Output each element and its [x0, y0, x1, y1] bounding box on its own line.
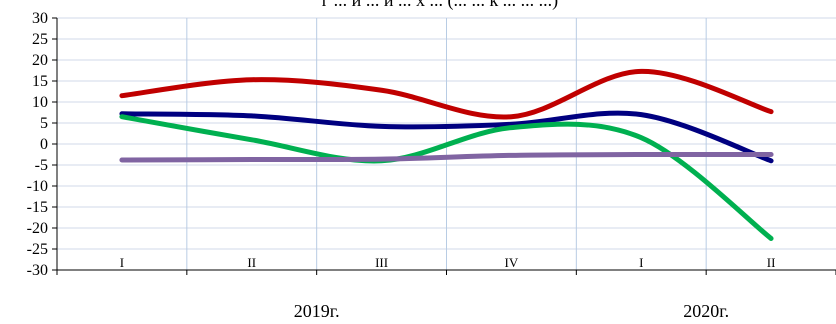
y-tick-label: -10: [27, 178, 48, 195]
y-tick-label: 15: [32, 73, 48, 90]
y-tick-label: -20: [27, 220, 48, 237]
series-line: [119, 151, 774, 163]
year-group-label: 2020г.: [683, 301, 729, 321]
series-line: [119, 110, 774, 164]
group-labels: 2019г. 2020г.: [294, 301, 729, 321]
y-tick-label: -15: [27, 199, 48, 216]
category-label: II: [247, 255, 256, 270]
y-tick-labels: 30 25 20 15 10 5 0 -5 -10 -15 -20 -25 -30: [27, 10, 48, 279]
y-tick-label: 30: [32, 10, 48, 27]
series-lines: [119, 68, 774, 241]
axes: [56, 18, 836, 275]
category-label: II: [767, 255, 776, 270]
category-label: III: [375, 255, 388, 270]
category-label: I: [120, 255, 124, 270]
category-label: IV: [505, 255, 519, 270]
chart-title-fragment: г ... и ... и ... х ... (... ... к ... .…: [322, 0, 558, 11]
category-labels: I II III IV I II: [120, 255, 776, 270]
series-line: [119, 68, 774, 120]
y-tick-label: 10: [32, 94, 48, 111]
category-label: I: [639, 255, 643, 270]
y-tick-label: 25: [32, 31, 48, 48]
y-tick-label: 0: [40, 136, 48, 153]
y-tick-label: -5: [35, 157, 48, 174]
y-tick-label: -30: [27, 262, 48, 279]
series-line: [119, 114, 774, 241]
y-tick-label: 20: [32, 52, 48, 69]
y-tick-label: 5: [40, 115, 48, 132]
y-tick-label: -25: [27, 241, 48, 258]
year-group-label: 2019г.: [294, 301, 340, 321]
